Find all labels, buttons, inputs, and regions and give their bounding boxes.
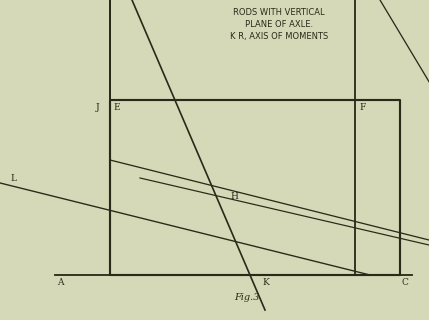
Text: A: A bbox=[57, 278, 63, 287]
Text: C: C bbox=[402, 278, 408, 287]
Text: E: E bbox=[113, 103, 120, 112]
Text: F: F bbox=[359, 103, 366, 112]
Text: Fig.3: Fig.3 bbox=[234, 293, 260, 302]
Text: L: L bbox=[10, 173, 16, 182]
Text: RODS WITH VERTICAL
PLANE OF AXLE.
K R, AXIS OF MOMENTS: RODS WITH VERTICAL PLANE OF AXLE. K R, A… bbox=[230, 8, 328, 41]
Text: J: J bbox=[96, 103, 100, 112]
Text: K: K bbox=[262, 278, 269, 287]
Text: H: H bbox=[230, 192, 238, 201]
